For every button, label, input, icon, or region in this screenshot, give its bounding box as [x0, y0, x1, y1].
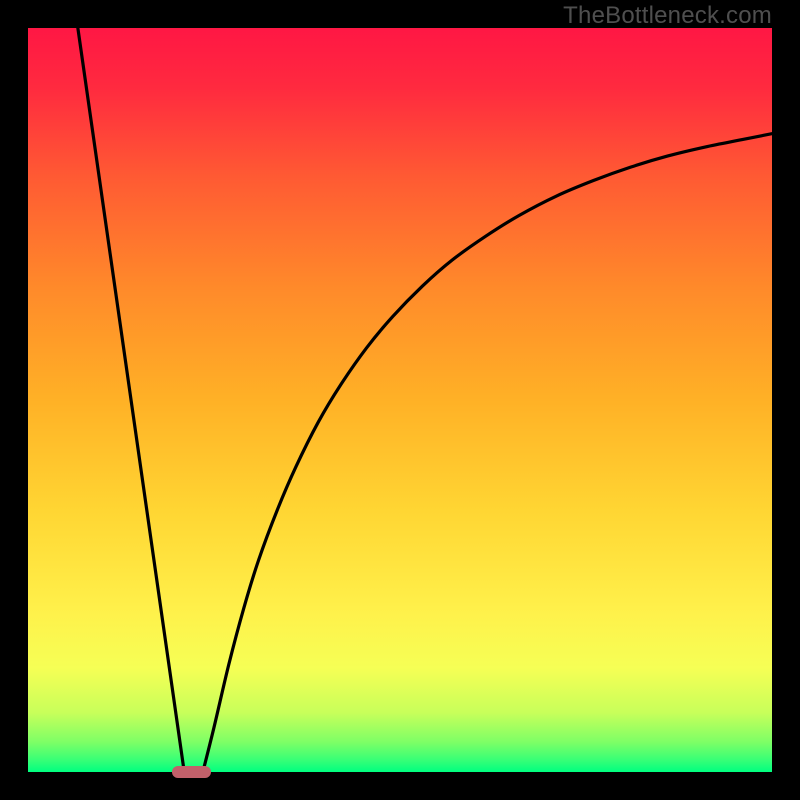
- optimal-range-marker: [172, 766, 211, 778]
- chart-container: TheBottleneck.com: [0, 0, 800, 800]
- plot-area: [28, 28, 772, 772]
- watermark-text: TheBottleneck.com: [563, 2, 772, 30]
- bottleneck-curve: [28, 28, 772, 772]
